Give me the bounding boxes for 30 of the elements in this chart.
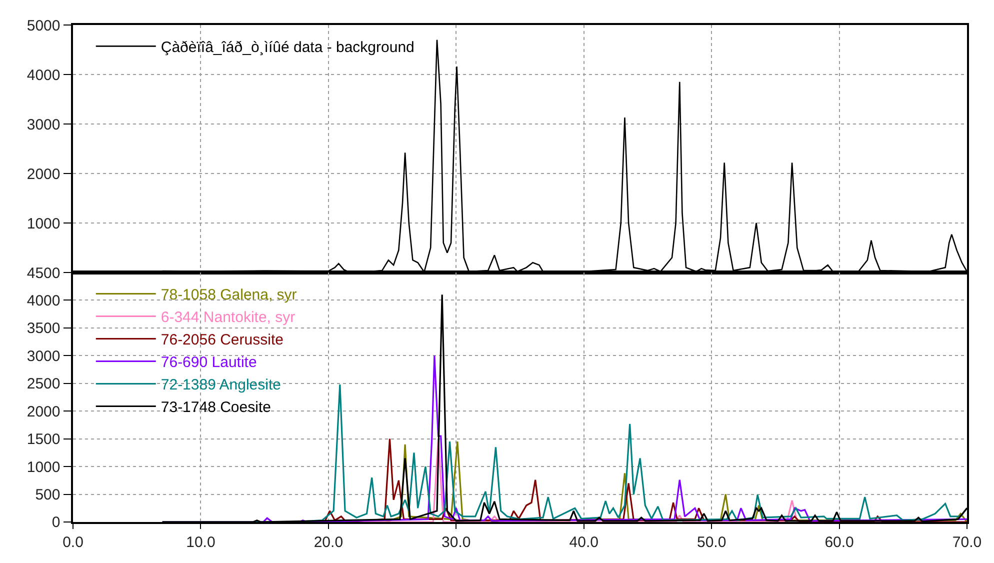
y-tick-label: 4000 xyxy=(26,292,60,310)
x-tick-label: 40.0 xyxy=(569,534,598,551)
legend-label: 76-690 Lautite xyxy=(160,354,257,372)
y-tick-label: 3500 xyxy=(26,320,60,338)
y-tick-label: 2000 xyxy=(26,403,60,420)
y-tick-label: 3000 xyxy=(26,348,60,365)
y-tick-label: 0 xyxy=(52,514,60,532)
y-tick-label: 2000 xyxy=(26,166,60,183)
x-tick-label: 0.0 xyxy=(62,534,84,551)
legend-label: 73-1748 Coesite xyxy=(160,399,271,416)
legend-label: 78-1058 Galena, syr xyxy=(160,286,297,304)
x-tick-label: 30.0 xyxy=(442,534,471,551)
y-tick-label: 500 xyxy=(35,486,60,504)
x-tick-label: 70.0 xyxy=(952,534,982,551)
y-tick-label: 5000 xyxy=(26,17,60,34)
legend-label: 6-344 Nantokite, syr xyxy=(160,309,296,326)
legend-label: 76-2056 Cerussite xyxy=(160,332,284,349)
y-tick-label: 4500 xyxy=(26,264,60,282)
y-tick-label: 1500 xyxy=(26,431,60,448)
x-tick-label: 10.0 xyxy=(186,534,216,551)
y-tick-label: 4000 xyxy=(26,66,60,84)
legend-label: Çàðèïîâ_îáð_ò¸ìíûé data - background xyxy=(160,39,414,56)
x-tick-label: 60.0 xyxy=(824,534,854,551)
x-tick-label: 50.0 xyxy=(696,534,726,551)
y-tick-label: 1000 xyxy=(26,215,60,232)
legend-label: 72-1389 Anglesite xyxy=(160,376,281,394)
x-tick-label: 20.0 xyxy=(314,534,344,551)
y-tick-label: 1000 xyxy=(26,458,60,476)
y-tick-label: 3000 xyxy=(26,116,60,134)
y-tick-label: 2500 xyxy=(26,376,60,393)
